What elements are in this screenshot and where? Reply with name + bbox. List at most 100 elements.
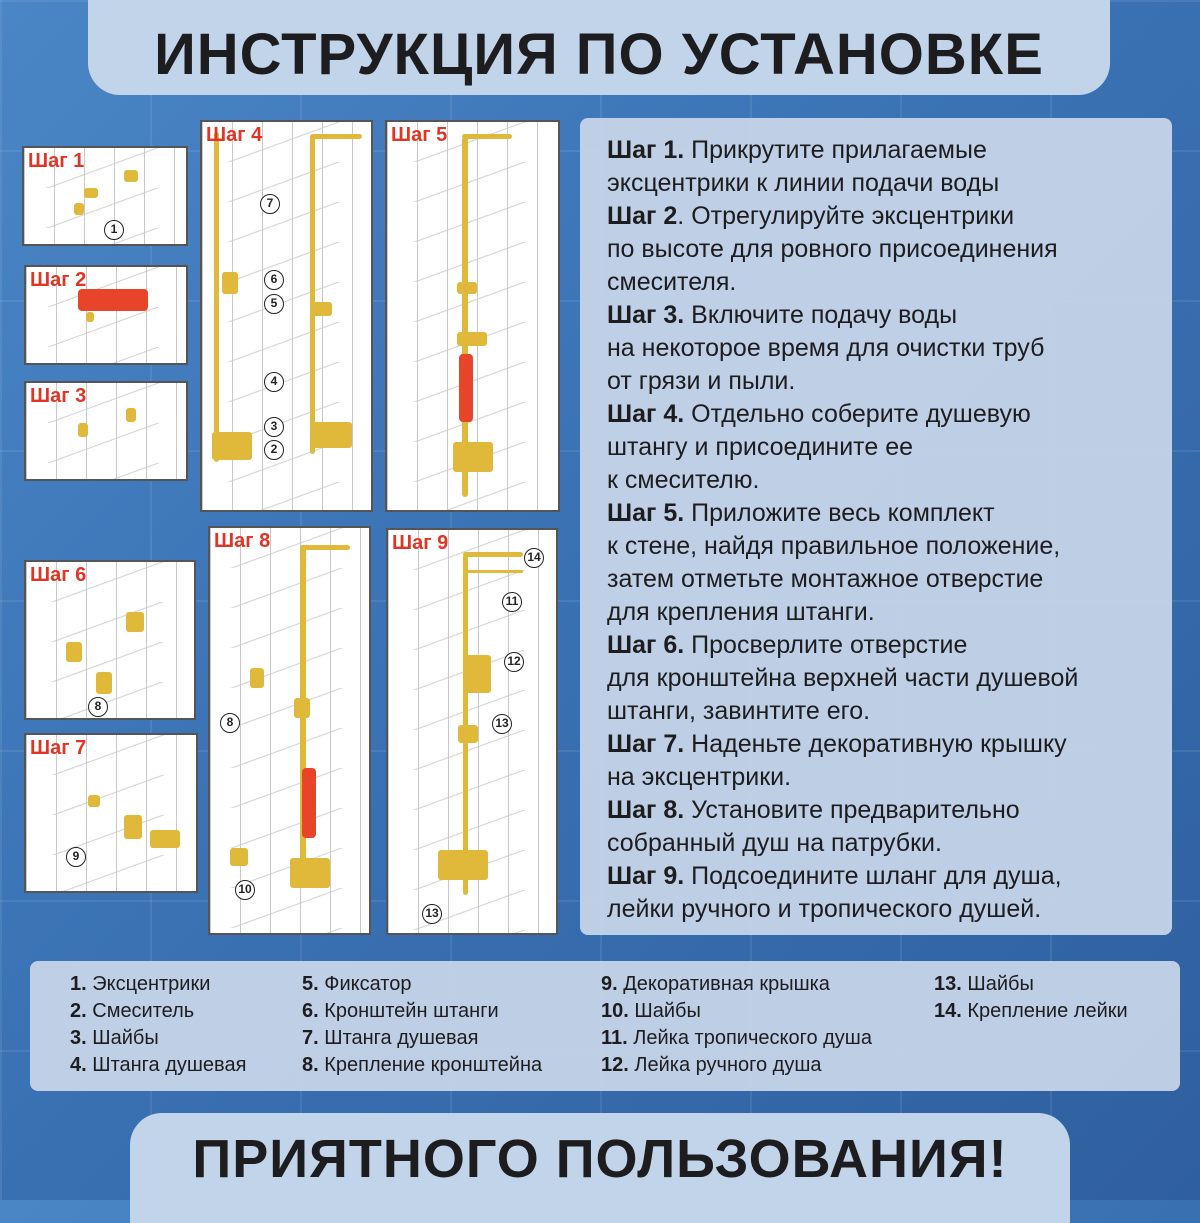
legend-column: 13. Шайбы 14. Крепление лейки [934, 971, 1128, 1025]
legend-number: 6. [302, 1000, 319, 1022]
step-1-illustration: Шаг 1 1 [22, 146, 188, 246]
step-text: . Отрегулируйте эксцентрики по высоте дл… [607, 202, 1058, 296]
instruction-step: Шаг 1. Прикрутите прилагаемые эксцентрик… [607, 134, 1172, 200]
legend-part-name: Шайбы [86, 1027, 159, 1049]
part-callout: 2 [264, 440, 284, 460]
fixture-part-shape [457, 332, 487, 346]
page-title: ИНСТРУКЦИЯ ПО УСТАНОВКЕ [88, 0, 1110, 95]
step-text: Прикрутите прилагаемые эксцентрики к лин… [607, 136, 1000, 197]
fixture-part-shape [312, 422, 352, 448]
instruction-step: Шаг 6. Просверлите отверстие для кронште… [607, 629, 1172, 728]
legend-number: 13. [934, 973, 962, 995]
level-tool-shape [459, 354, 473, 422]
legend-part-name: Крепление лейки [961, 1000, 1128, 1022]
fixture-part-shape [212, 432, 252, 460]
step-label: Шаг 6 [30, 564, 87, 586]
legend-part-name: Кронштейн штанги [318, 1000, 499, 1022]
legend-item: 9. Декоративная крышка [601, 971, 872, 998]
legend-part-name: Штанга душевая [86, 1054, 247, 1076]
legend-part-name: Декоративная крышка [617, 973, 830, 995]
part-callout: 11 [502, 592, 522, 612]
fixture-part-shape [96, 672, 112, 694]
part-callout: 9 [66, 847, 86, 867]
step-text: Отдельно соберите душевую штангу и присо… [607, 400, 1031, 494]
level-tool-shape [78, 289, 148, 311]
step-heading: Шаг 2 [607, 202, 678, 230]
legend-item: 8. Крепление кронштейна [302, 1052, 542, 1079]
legend-number: 9. [601, 973, 618, 995]
fixture-part-shape [462, 137, 468, 497]
instruction-step: Шаг 9. Подсоедините шланг для душа, лейк… [607, 860, 1172, 926]
legend-number: 12. [601, 1054, 629, 1076]
legend-part-name: Лейка ручного душа [628, 1054, 822, 1076]
step-label: Шаг 2 [30, 269, 87, 291]
fixture-part-shape [463, 570, 523, 573]
fixture-part-shape [66, 642, 82, 662]
legend-number: 1. [70, 973, 87, 995]
instruction-step: Шаг 2. Отрегулируйте эксцентрики по высо… [607, 200, 1172, 299]
footer-banner: ПРИЯТНОГО ПОЛЬЗОВАНИЯ! [130, 1113, 1070, 1223]
instruction-step: Шаг 5. Приложите весь комплект к стене, … [607, 497, 1172, 629]
step-heading: Шаг 6. [607, 631, 685, 659]
fixture-part-shape [310, 134, 315, 454]
fixture-part-shape [300, 545, 350, 550]
legend-part-name: Шайбы [628, 1000, 701, 1022]
step-text: Включите подачу воды на некоторое время … [607, 301, 1045, 395]
legend-number: 7. [302, 1027, 319, 1049]
step-8-illustration: Шаг 8 8 10 [208, 526, 371, 935]
fixture-part-shape [84, 188, 98, 198]
step-heading: Шаг 3. [607, 301, 685, 329]
legend-column: 9. Декоративная крышка 10. Шайбы 11. Лейка… [601, 971, 872, 1079]
step-3-illustration: Шаг 3 [24, 381, 188, 481]
parts-legend: 1. Эксцентрики 2. Смеситель 3. Шайбы 4. Шта… [30, 961, 1180, 1091]
legend-number: 3. [70, 1027, 87, 1049]
legend-number: 11. [601, 1027, 628, 1049]
fixture-part-shape [222, 272, 238, 294]
legend-number: 8. [302, 1054, 319, 1076]
fixture-part-shape [88, 795, 100, 807]
fixture-part-shape [74, 203, 84, 215]
part-callout: 13 [422, 904, 442, 924]
fixture-part-shape [300, 548, 306, 888]
step-label: Шаг 3 [30, 385, 87, 407]
step-heading: Шаг 4. [607, 400, 685, 428]
part-callout: 12 [504, 652, 524, 672]
fixture-part-shape [126, 408, 136, 422]
step-label: Шаг 1 [28, 150, 85, 172]
legend-item: 6. Кронштейн штанги [302, 998, 542, 1025]
part-callout: 10 [235, 880, 255, 900]
fixture-part-shape [78, 423, 88, 437]
legend-number: 2. [70, 1000, 87, 1022]
instruction-step: Шаг 7. Наденьте декоративную крышку на э… [607, 728, 1172, 794]
fixture-part-shape [453, 442, 493, 472]
legend-item: 12. Лейка ручного душа [601, 1052, 872, 1079]
fixture-part-shape [312, 134, 362, 139]
step-2-illustration: Шаг 2 [24, 265, 188, 365]
legend-part-name: Фиксатор [318, 973, 412, 995]
step-label: Шаг 9 [392, 532, 449, 554]
step-label: Шаг 7 [30, 737, 87, 759]
step-heading: Шаг 9. [607, 862, 685, 890]
legend-part-name: Штанга душевая [318, 1027, 479, 1049]
fixture-part-shape [150, 830, 180, 848]
instruction-step: Шаг 8. Установите предварительно собранн… [607, 794, 1172, 860]
step-heading: Шаг 7. [607, 730, 685, 758]
fixture-part-shape [294, 698, 310, 718]
step-heading: Шаг 8. [607, 796, 685, 824]
part-callout: 6 [264, 270, 284, 290]
step-heading: Шаг 1. [607, 136, 685, 164]
legend-column: 5. Фиксатор 6. Кронштейн штанги 7. Штанга … [302, 971, 542, 1079]
step-label: Шаг 4 [206, 124, 263, 146]
fixture-part-shape [438, 850, 488, 880]
part-callout: 1 [104, 220, 124, 240]
part-callout: 8 [88, 697, 108, 717]
step-6-illustration: Шаг 6 8 [24, 560, 196, 720]
legend-part-name: Лейка тропического душа [627, 1027, 872, 1049]
legend-item: 1. Эксцентрики [70, 971, 246, 998]
legend-part-name: Шайбы [961, 973, 1034, 995]
step-text: Наденьте декоративную крышку на эксцентр… [607, 730, 1067, 791]
level-tool-shape [302, 768, 316, 838]
legend-item: 11. Лейка тропического душа [601, 1025, 872, 1052]
fixture-part-shape [86, 312, 94, 322]
step-5-illustration: Шаг 5 [385, 120, 560, 512]
